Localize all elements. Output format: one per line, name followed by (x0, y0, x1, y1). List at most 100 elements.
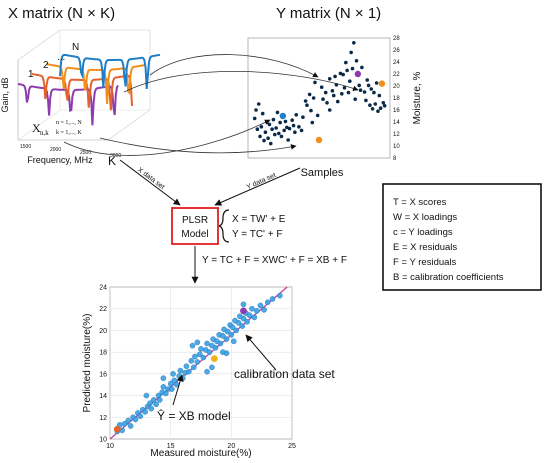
y-sample-point (325, 101, 329, 105)
equation-full: Y = TC + F = XWC' + F = XB + F (202, 255, 347, 266)
legend-line-w: W = X loadings (393, 212, 457, 223)
x-element-subscript: n,k (40, 129, 49, 137)
calibration-point (160, 384, 167, 390)
y-sample-point (267, 122, 272, 127)
y-sample-point (338, 71, 343, 76)
y-sample-point (350, 66, 355, 71)
y-data-set-label: Y data set (246, 172, 278, 191)
x-element-symbol: X (32, 121, 41, 135)
y-sample-point (301, 115, 305, 119)
calibration-point (251, 314, 258, 321)
y-sample-point (370, 107, 375, 111)
calibration-point (206, 349, 213, 355)
connector-row-n (149, 54, 319, 78)
y-sample-point (256, 102, 261, 106)
y-sample-point (262, 138, 266, 143)
y-highlight-point (315, 136, 323, 144)
x-matrix-3d-plot (17, 29, 161, 141)
notation-legend-box (382, 183, 542, 291)
y-matrix-tick-10: 28 (393, 36, 400, 42)
calibration-point (228, 331, 235, 338)
calibration-x-tick-0: 10 (106, 443, 114, 450)
y-sample-point (346, 90, 351, 95)
legend-line-e: E = X residuals (393, 242, 457, 253)
y-matrix-tick-1: 10 (393, 144, 400, 150)
calibration-point (160, 375, 167, 382)
y-sample-point (270, 127, 274, 131)
y-sample-point (268, 141, 273, 146)
y-sample-point (309, 108, 313, 113)
y-sample-point (260, 111, 265, 116)
calibration-point (233, 327, 239, 334)
equation-x: X = TW' + E (232, 214, 286, 225)
x-tick-0: 1500 (20, 144, 31, 150)
y-matrix-tick-5: 18 (393, 96, 400, 102)
row-label-2: 2 (43, 60, 49, 71)
calibration-point (170, 371, 176, 377)
y-sample-point (330, 89, 335, 93)
calibration-point (156, 397, 163, 403)
y-sample-point (327, 77, 332, 81)
y-sample-point (374, 81, 379, 85)
calibration-y-label: Predicted moisture(%) (82, 314, 93, 413)
row-label-dots: ... (57, 52, 65, 63)
y-sample-point (344, 60, 348, 65)
y-sample-point (319, 85, 324, 89)
x-matrix-title: X matrix (N × K) (8, 5, 115, 22)
calibration-point (196, 351, 203, 358)
y-sample-point (255, 127, 260, 131)
y-highlight-point (354, 70, 362, 78)
calibration-x-label: Measured moisture(%) (150, 448, 251, 459)
equation-y: Y = TC' + F (232, 229, 282, 240)
calibration-point (194, 339, 201, 346)
y-matrix-tick-8: 24 (393, 60, 400, 66)
brace (218, 209, 230, 243)
calibration-point (229, 324, 236, 330)
calibration-point (209, 364, 215, 371)
y-sample-point (254, 108, 258, 112)
calibration-points (113, 292, 283, 435)
x-element-label: X n,k n = 1,..., N k = 1,..., K (32, 120, 82, 137)
calibration-highlight-point (240, 307, 247, 315)
y-sample-point (293, 130, 297, 134)
legend-line-b: B = calibration coefficients (393, 272, 504, 283)
calibration-highlight-point (113, 425, 121, 433)
calibration-point (204, 368, 210, 375)
k-dim-label: K (108, 154, 116, 168)
y-matrix-points (252, 41, 387, 146)
index-k: k = 1,..., K (56, 130, 82, 136)
calibration-point (246, 312, 253, 319)
y-sample-point (331, 93, 336, 98)
model-annotation: Ŷ = XB model (157, 408, 231, 423)
calibration-point (148, 405, 155, 412)
spectrum-curve-2 (31, 73, 133, 111)
calibration-point (142, 409, 148, 415)
y-sample-point (362, 90, 367, 94)
row-label-1: 1 (28, 69, 34, 80)
y-sample-point (354, 59, 359, 63)
connector-row-2 (123, 71, 359, 93)
calibration-point (132, 416, 139, 423)
y-sample-point (373, 102, 378, 106)
calibration-point (249, 305, 255, 312)
y-sample-point (345, 68, 349, 73)
x-matrix-y-label: Gain, dB (0, 77, 10, 112)
y-sample-point (365, 78, 370, 82)
calibration-point (224, 328, 231, 335)
y-matrix-tick-9: 26 (393, 48, 400, 54)
y-sample-point (252, 116, 257, 121)
y-matrix-tick-6: 20 (393, 84, 400, 90)
calibration-y-tick-4: 18 (99, 350, 107, 357)
x-data-set-label: X data set (136, 167, 165, 192)
calibration-point (261, 306, 267, 313)
calibration-point (192, 353, 198, 360)
calibration-point (254, 308, 260, 314)
x-tick-3: 3000 (110, 153, 121, 159)
y-sample-point (279, 134, 284, 139)
calibration-point (147, 400, 153, 406)
y-sample-point (348, 79, 352, 83)
calibration-point (153, 401, 159, 408)
model-label-line2: Model (181, 229, 208, 240)
y-sample-point (299, 128, 304, 133)
